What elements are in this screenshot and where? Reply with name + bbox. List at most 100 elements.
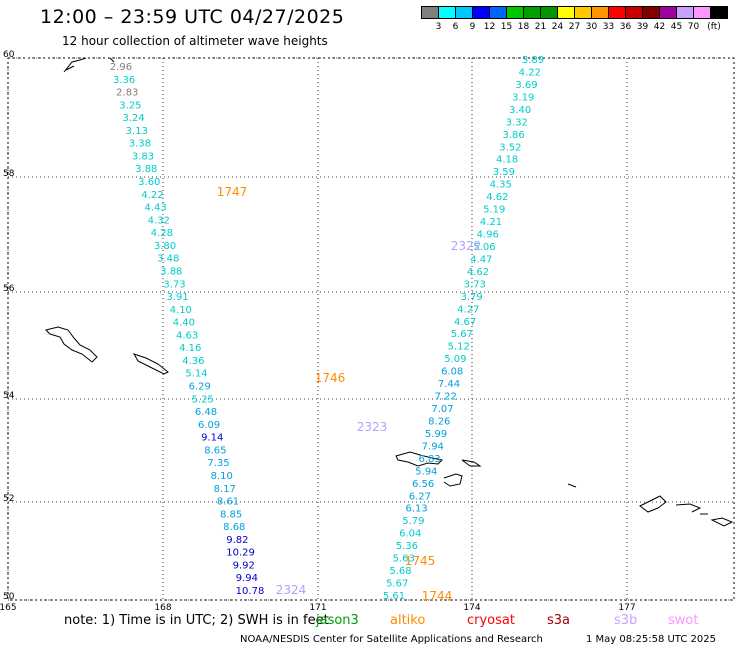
track-a-wave-height: 3.83 xyxy=(132,152,154,163)
track-a-wave-height: 8.17 xyxy=(214,484,236,495)
track-b-wave-height: 4.22 xyxy=(519,68,541,79)
longitude-label: 174 xyxy=(463,603,480,613)
track-b-wave-height: 5.79 xyxy=(402,516,424,527)
track-b-wave-height: 3.52 xyxy=(499,142,521,153)
track-a-wave-height: 3.73 xyxy=(163,279,185,290)
pass-time-label: 1747 xyxy=(217,185,248,199)
track-a-wave-height: 4.43 xyxy=(144,203,166,214)
track-b-wave-height: 3.40 xyxy=(509,105,531,116)
track-a-wave-height: 2.96 xyxy=(110,62,132,73)
track-b-wave-height: 3.59 xyxy=(493,167,515,178)
generation-timestamp: 1 May 08:25:58 UTC 2025 xyxy=(586,634,716,645)
color-scale-label: 18 xyxy=(517,22,530,32)
coastline xyxy=(443,473,463,487)
pass-time-label: 2322 xyxy=(451,239,482,253)
color-scale-label: 30 xyxy=(585,22,598,32)
coastline xyxy=(45,326,98,363)
color-scale-label: 24 xyxy=(551,22,564,32)
track-b-wave-height: 5.99 xyxy=(425,429,447,440)
track-a-wave-height: 3.13 xyxy=(126,126,148,137)
track-b-wave-height: 6.04 xyxy=(399,529,421,540)
coastline xyxy=(63,57,87,73)
track-b-wave-height: 4.96 xyxy=(477,230,499,241)
map-title: 12:00 – 23:59 UTC 04/27/2025 xyxy=(40,6,345,28)
latitude-label: 58 xyxy=(3,169,15,179)
map-frame xyxy=(7,57,735,601)
track-a-wave-height: 3.48 xyxy=(157,254,179,265)
color-scale-label: 12 xyxy=(483,22,496,32)
track-b-wave-height: 5.09 xyxy=(444,354,466,365)
track-b-wave-height: 6.13 xyxy=(405,504,427,515)
track-b-wave-height: 7.44 xyxy=(438,379,460,390)
track-a-wave-height: 3.88 xyxy=(160,267,182,278)
track-b-wave-height: 4.21 xyxy=(480,217,502,228)
track-b-wave-height: 5.63 xyxy=(393,554,415,565)
track-a-wave-height: 7.35 xyxy=(207,458,229,469)
map-subtitle: 12 hour collection of altimeter wave hei… xyxy=(62,34,328,48)
pass-time-label: 1746 xyxy=(315,371,346,385)
track-a-wave-height: 5.14 xyxy=(185,369,207,380)
track-b-wave-height: 4.27 xyxy=(457,304,479,315)
track-b-wave-height: 4.47 xyxy=(470,254,492,265)
track-b-wave-height: 3.32 xyxy=(506,117,528,128)
track-a-wave-height: 3.25 xyxy=(119,100,141,111)
satellite-legend-entry: s3a xyxy=(547,613,571,628)
coastline xyxy=(109,57,115,63)
track-b-wave-height: 4.67 xyxy=(454,317,476,328)
latitude-label: 56 xyxy=(3,284,15,294)
latitude-label: 60 xyxy=(3,50,15,60)
track-a-wave-height: 3.38 xyxy=(129,139,151,150)
track-a-wave-height: 9.14 xyxy=(201,433,223,444)
satellite-legend-entry: swot xyxy=(668,613,699,628)
track-b-wave-height: 5.61 xyxy=(383,591,405,602)
track-b-wave-height: 5.67 xyxy=(451,329,473,340)
color-scale-label: 15 xyxy=(500,22,513,32)
track-b-wave-height: 5.19 xyxy=(483,205,505,216)
color-scale-label: 27 xyxy=(568,22,581,32)
track-a-wave-height: 4.63 xyxy=(176,330,198,341)
color-scale-label: 39 xyxy=(636,22,649,32)
pass-time-label: 2323 xyxy=(357,420,388,434)
track-a-wave-height: 4.22 xyxy=(141,190,163,201)
track-b-wave-height: 3.89 xyxy=(522,55,544,66)
track-b-wave-height: 6.83 xyxy=(418,454,440,465)
track-b-wave-height: 4.18 xyxy=(496,155,518,166)
track-a-wave-height: 4.40 xyxy=(173,318,195,329)
track-b-wave-height: 4.62 xyxy=(467,267,489,278)
track-a-wave-height: 10.78 xyxy=(236,586,265,597)
coastline xyxy=(567,483,577,488)
longitude-label: 171 xyxy=(309,603,326,613)
track-a-wave-height: 4.10 xyxy=(170,305,192,316)
track-b-wave-height: 6.08 xyxy=(441,367,463,378)
color-swatch xyxy=(710,6,728,19)
track-a-wave-height: 3.24 xyxy=(122,113,144,124)
track-b-wave-height: 6.27 xyxy=(409,491,431,502)
track-a-wave-height: 4.32 xyxy=(148,215,170,226)
coastline xyxy=(675,503,702,513)
track-b-wave-height: 7.94 xyxy=(422,441,444,452)
track-b-wave-height: 5.67 xyxy=(386,579,408,590)
track-b-wave-height: 5.68 xyxy=(389,566,411,577)
track-b-wave-height: 7.07 xyxy=(431,404,453,415)
credit-text: NOAA/NESDIS Center for Satellite Applica… xyxy=(240,634,543,645)
color-scale-label: 36 xyxy=(619,22,632,32)
satellite-legend-entry: jason3 xyxy=(316,613,359,628)
coastline xyxy=(710,517,734,527)
track-a-wave-height: 4.16 xyxy=(179,343,201,354)
color-scale-label: 6 xyxy=(452,22,459,32)
track-a-wave-height: 5.25 xyxy=(192,394,214,405)
color-scale-label: 45 xyxy=(670,22,683,32)
latitude-label: 54 xyxy=(3,391,15,401)
legend-note: note: 1) Time is in UTC; 2) SWH is in fe… xyxy=(64,613,329,628)
pass-time-label: 1744 xyxy=(422,589,453,603)
track-b-wave-height: 3.79 xyxy=(460,292,482,303)
track-b-wave-height: 4.35 xyxy=(490,180,512,191)
color-scale-label: 3 xyxy=(435,22,442,32)
satellite-legend-entry: altiko xyxy=(390,613,426,628)
track-a-wave-height: 8.68 xyxy=(223,522,245,533)
track-b-wave-height: 5.94 xyxy=(415,466,437,477)
track-b-wave-height: 4.62 xyxy=(486,192,508,203)
track-a-wave-height: 4.36 xyxy=(182,356,204,367)
color-scale-label: 9 xyxy=(469,22,476,32)
